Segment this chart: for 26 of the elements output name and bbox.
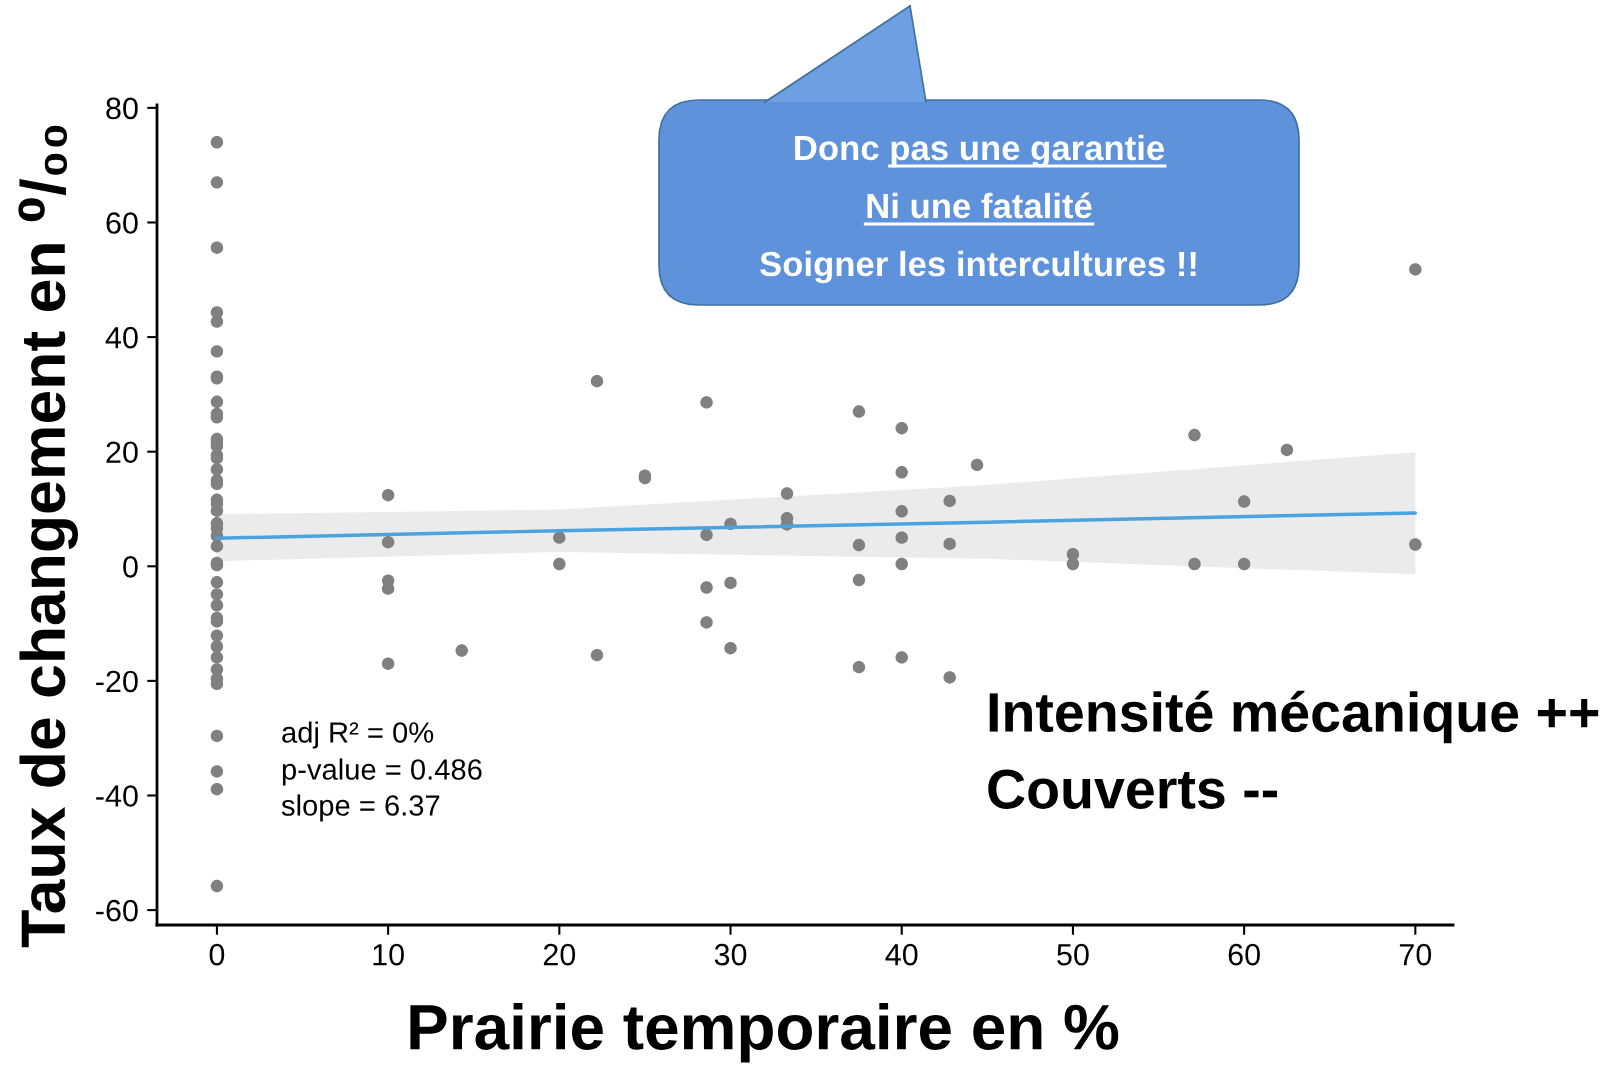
x-tick-label: 20 xyxy=(543,943,576,966)
annotation: Soigner les intercultures !! xyxy=(760,250,1196,284)
x-tick-label: 60 xyxy=(1228,943,1260,966)
y-tick-label: 20 xyxy=(106,441,138,464)
annotation: slope = 6.37 xyxy=(281,794,440,822)
y-tick-label: 0 xyxy=(123,556,138,578)
y-tick-label: 40 xyxy=(105,326,138,349)
y-axis-title: Taux de changement en ⁰/₀₀ xyxy=(18,125,78,948)
annotation: p-value = 0.486 xyxy=(282,758,482,786)
y-tick-label: -20 xyxy=(96,670,138,693)
x-tick-label: 0 xyxy=(209,943,225,966)
y-tick-label: 80 xyxy=(106,97,138,120)
x-tick-label: 10 xyxy=(373,943,404,966)
annotation: Intensité mécanique ++ xyxy=(989,690,1599,744)
annotation: Ni une fatalité xyxy=(867,192,1092,219)
y-tick-label: -60 xyxy=(96,899,138,922)
y-tick-label: 60 xyxy=(106,212,138,234)
annotation: adj R² = 0% xyxy=(282,721,434,749)
x-tick-label: 30 xyxy=(714,943,747,966)
y-tick-label: -40 xyxy=(96,785,138,807)
annotation: Donc pas une garantie xyxy=(795,134,1165,168)
x-tick-label: 50 xyxy=(1057,943,1089,966)
x-tick-label: 40 xyxy=(885,943,918,966)
x-axis-title: Prairie temporaire en % xyxy=(410,1003,1119,1063)
annotation: Couverts -- xyxy=(988,769,1278,809)
x-tick-label: 70 xyxy=(1399,943,1432,966)
